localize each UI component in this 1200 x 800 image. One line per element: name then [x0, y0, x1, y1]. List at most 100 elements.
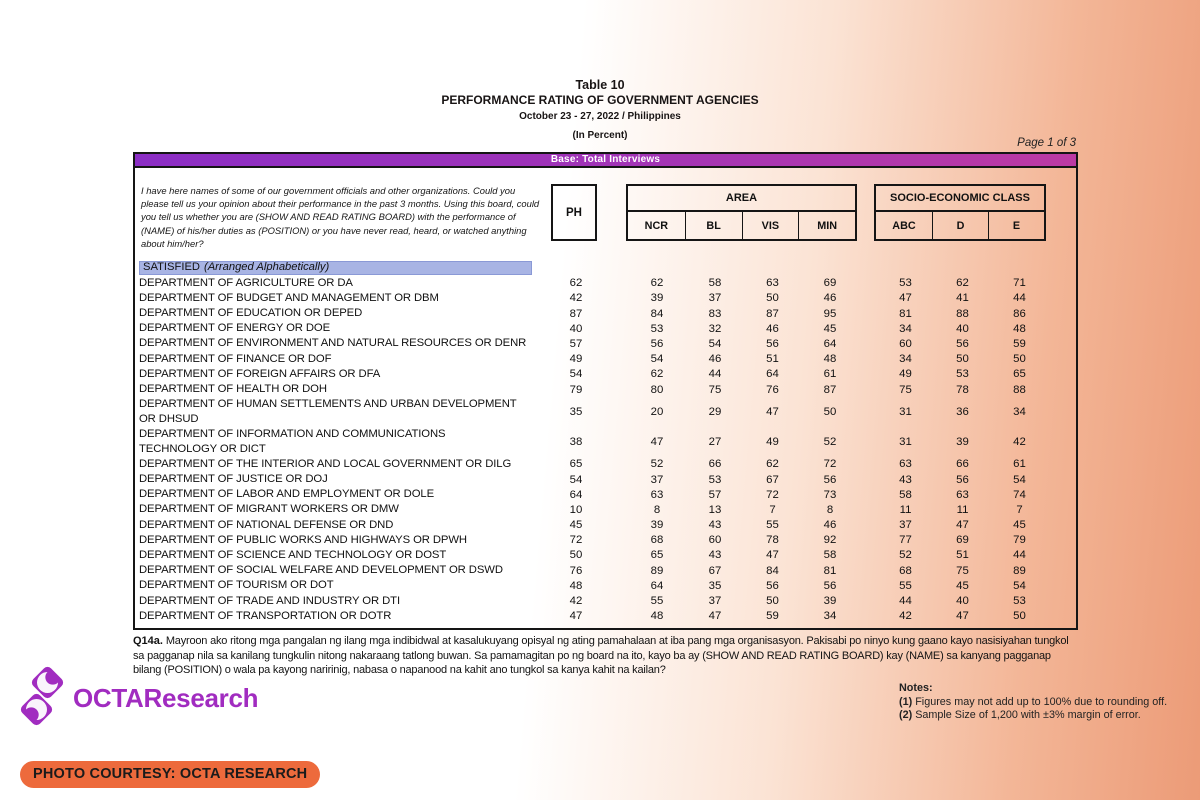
table-row: DEPARTMENT OF ENERGY OR DOE 40 53 32 46 …: [135, 321, 1076, 336]
table-row: DEPARTMENT OF JUSTICE OR DOJ 54 37 53 67…: [135, 472, 1076, 487]
value-abc: 58: [899, 488, 912, 501]
value-ph: 54: [569, 368, 583, 381]
report-heading: PERFORMANCE RATING OF GOVERNMENT AGENCIE…: [441, 93, 759, 107]
value-d: 36: [956, 406, 969, 418]
value-ph: 76: [569, 564, 583, 577]
column-header-vis: VIS: [741, 212, 799, 239]
value-vis: 56: [766, 579, 779, 592]
column-header-e: E: [988, 212, 1044, 239]
value-abc: 31: [899, 435, 912, 448]
column-header-min: MIN: [798, 212, 855, 239]
column-group-socioeconomic: SOCIO-ECONOMIC CLASS ABC D E: [874, 184, 1046, 241]
value-ph: 72: [569, 534, 583, 547]
value-ph: 42: [569, 292, 583, 305]
value-e: 86: [1013, 307, 1026, 320]
table-row: DEPARTMENT OF PUBLIC WORKS AND HIGHWAYS …: [135, 533, 1076, 548]
value-vis: 49: [766, 435, 779, 448]
section-row: SATISFIED (Arranged Alphabetically): [135, 260, 1076, 276]
value-ncr: 37: [650, 473, 664, 486]
value-ph: 62: [569, 277, 583, 290]
value-d: 53: [956, 368, 969, 381]
value-d: 63: [956, 488, 969, 501]
value-vis: 46: [766, 322, 779, 335]
value-e: 44: [1013, 549, 1026, 562]
value-vis: 63: [766, 277, 779, 290]
value-bl: 47: [708, 610, 722, 623]
value-vis: 50: [766, 595, 779, 607]
value-e: 88: [1013, 383, 1026, 396]
value-abc: 53: [899, 277, 912, 290]
area-group-label: AREA: [628, 186, 855, 212]
value-vis: 59: [766, 610, 779, 623]
value-min: 87: [823, 383, 837, 396]
value-vis: 72: [766, 488, 779, 501]
table-row: DEPARTMENT OF EDUCATION OR DEPED 87 84 8…: [135, 306, 1076, 321]
value-bl: 60: [708, 534, 722, 547]
value-bl: 83: [708, 307, 722, 320]
value-e: 42: [1013, 435, 1026, 448]
value-ph: 65: [569, 458, 583, 471]
value-min: 64: [823, 337, 837, 350]
value-abc: 34: [899, 353, 912, 366]
value-e: 44: [1013, 292, 1026, 305]
value-ph: 54: [569, 473, 583, 486]
column-header-abc: ABC: [892, 219, 916, 232]
value-bl: 66: [708, 458, 722, 471]
value-e: 59: [1013, 337, 1026, 350]
value-abc: 37: [899, 519, 912, 532]
value-min: 50: [823, 406, 837, 418]
table-body: SATISFIED (Arranged Alphabetically) DEPA…: [135, 260, 1076, 624]
column-header-bl: BL: [684, 212, 742, 239]
value-d: 56: [956, 473, 969, 486]
octa-logo-text: OCTAResearch: [73, 682, 259, 713]
table-row: DEPARTMENT OF SOCIAL WELFARE AND DEVELOP…: [135, 563, 1076, 578]
value-e: 89: [1013, 564, 1026, 577]
value-ncr: 48: [650, 610, 664, 623]
socioeconomic-group-label: SOCIO-ECONOMIC CLASS: [876, 186, 1044, 212]
value-ph: 79: [569, 383, 583, 396]
value-ncr: 55: [650, 595, 664, 607]
value-bl: 27: [708, 435, 722, 448]
value-ph: 40: [569, 322, 583, 335]
value-e: 61: [1013, 458, 1026, 471]
table-row: DEPARTMENT OF MIGRANT WORKERS OR DMW 10 …: [135, 502, 1076, 517]
value-d: 75: [956, 564, 969, 577]
footnote-text: Mayroon ako ritong mga pangalan ng ilang…: [133, 635, 1069, 677]
value-abc: 47: [899, 292, 912, 305]
value-vis: 62: [766, 458, 779, 471]
value-vis: 87: [766, 307, 779, 320]
value-ncr: 62: [650, 368, 664, 381]
value-min: 69: [823, 277, 837, 290]
agency-name: DEPARTMENT OF TOURISM OR DOT: [139, 579, 334, 592]
value-d: 56: [956, 337, 969, 350]
table-row: DEPARTMENT OF NATIONAL DEFENSE OR DND 45…: [135, 517, 1076, 532]
value-ncr: 56: [650, 337, 664, 350]
value-bl: 13: [708, 503, 722, 516]
value-abc: 34: [899, 322, 912, 335]
value-vis: 76: [766, 383, 779, 396]
value-d: 40: [956, 595, 969, 607]
value-e: 65: [1013, 368, 1026, 381]
value-ncr: 62: [650, 277, 664, 290]
agency-name: DEPARTMENT OF MIGRANT WORKERS OR DMW: [139, 503, 399, 516]
value-min: 73: [823, 488, 837, 501]
page-number-label: Page 1 of 3: [1017, 137, 1076, 149]
value-bl: 37: [708, 292, 722, 305]
value-vis: 67: [766, 473, 779, 486]
value-min: 8: [826, 503, 834, 516]
area-subcolumns: NCR BL VIS MIN: [628, 212, 855, 239]
value-ncr: 39: [650, 292, 664, 305]
value-abc: 44: [899, 595, 912, 607]
value-ncr: 64: [650, 579, 664, 592]
value-ncr: 89: [650, 564, 664, 577]
agency-name: DEPARTMENT OF INFORMATION AND COMMUNICAT…: [139, 427, 446, 455]
table-row: DEPARTMENT OF SCIENCE AND TECHNOLOGY OR …: [135, 548, 1076, 563]
agency-name: DEPARTMENT OF BUDGET AND MANAGEMENT OR D…: [139, 291, 439, 304]
table-row: DEPARTMENT OF BUDGET AND MANAGEMENT OR D…: [135, 291, 1076, 306]
value-e: 50: [1013, 353, 1026, 366]
value-min: 81: [823, 564, 837, 577]
column-header-d: D: [932, 212, 988, 239]
value-ph: 35: [569, 406, 583, 418]
value-abc: 68: [899, 564, 912, 577]
